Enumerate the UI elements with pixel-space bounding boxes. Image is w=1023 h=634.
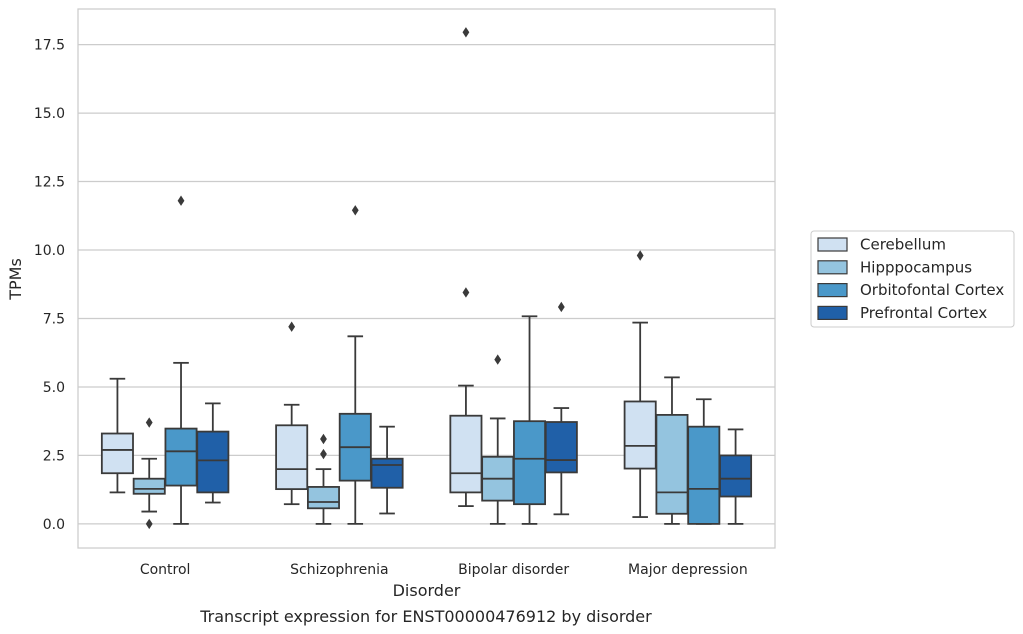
x-tick-labels: Control Schizophrenia Bipolar disorder Majo…	[140, 562, 748, 578]
legend-frame	[810, 230, 1015, 328]
x-axis-label: Disorder	[393, 581, 461, 600]
box-body	[513, 420, 547, 506]
chart-caption: Transcript expression for ENST0000047691…	[199, 607, 652, 626]
box	[306, 433, 340, 525]
box-series	[100, 27, 753, 530]
legend-swatch	[817, 305, 848, 320]
box-body	[164, 427, 198, 487]
box-body	[275, 424, 309, 491]
box	[623, 250, 657, 518]
outlier-point	[636, 250, 644, 261]
y-tick-label: 10.0	[34, 243, 65, 259]
legend-label: Prefrontal Cortex	[860, 304, 987, 322]
y-tick-label: 17.5	[34, 38, 65, 54]
legend-label: Orbitofontal Cortex	[860, 281, 1004, 299]
y-tick-label: 0.0	[43, 517, 65, 533]
legend-swatch	[817, 260, 848, 275]
outlier-point	[462, 27, 470, 38]
box-body	[132, 477, 166, 495]
box	[132, 417, 166, 530]
box-body	[306, 486, 340, 510]
outlier-point	[177, 195, 185, 206]
box	[655, 376, 689, 525]
box-body	[370, 457, 404, 489]
box	[338, 205, 372, 525]
y-tick-label: 5.0	[43, 380, 65, 396]
x-tick-label: Bipolar disorder	[458, 562, 569, 578]
outlier-point	[351, 205, 359, 216]
y-tick-label: 12.5	[34, 175, 65, 191]
legend: Cerebellum Hipppocampus Orbitofontal Corte…	[810, 230, 1015, 328]
box-body	[100, 432, 134, 475]
legend-label: Cerebellum	[860, 236, 946, 254]
box	[719, 428, 753, 525]
box	[687, 398, 721, 525]
box	[481, 354, 515, 525]
box-body	[687, 425, 721, 525]
box	[164, 195, 198, 525]
box	[513, 315, 547, 525]
y-tick-labels: 0.0 2.5 5.0 7.5 10.0 12.5 15.0 17.5	[34, 38, 65, 533]
outlier-point	[462, 287, 470, 298]
box	[196, 402, 230, 504]
plot-frame	[77, 8, 776, 549]
y-axis-label: TPMs	[6, 258, 25, 301]
y-tick-label: 15.0	[34, 106, 65, 122]
outlier-point	[557, 301, 565, 313]
legend-swatch	[817, 283, 848, 298]
outlier-point	[145, 417, 153, 428]
box-body	[544, 421, 578, 474]
box	[275, 321, 309, 506]
outlier-point	[494, 354, 502, 365]
x-tick-label: Schizophrenia	[290, 562, 388, 578]
outlier-point	[288, 321, 296, 332]
outlier-point	[320, 448, 327, 460]
y-tick-label: 2.5	[43, 448, 65, 464]
x-tick-label: Major depression	[628, 562, 748, 578]
box	[544, 301, 578, 516]
box-body	[196, 430, 230, 494]
outlier-point	[145, 518, 153, 530]
box-body	[719, 454, 753, 498]
box	[370, 425, 404, 515]
box	[449, 27, 483, 507]
box-body	[623, 400, 657, 470]
box-body	[655, 413, 689, 515]
outlier-point	[320, 433, 327, 445]
legend-swatch	[817, 237, 848, 252]
y-tick-label: 7.5	[43, 311, 65, 327]
legend-label: Hipppocampus	[860, 258, 972, 276]
box	[100, 377, 134, 494]
x-tick-label: Control	[140, 562, 191, 578]
box-body	[449, 414, 483, 494]
